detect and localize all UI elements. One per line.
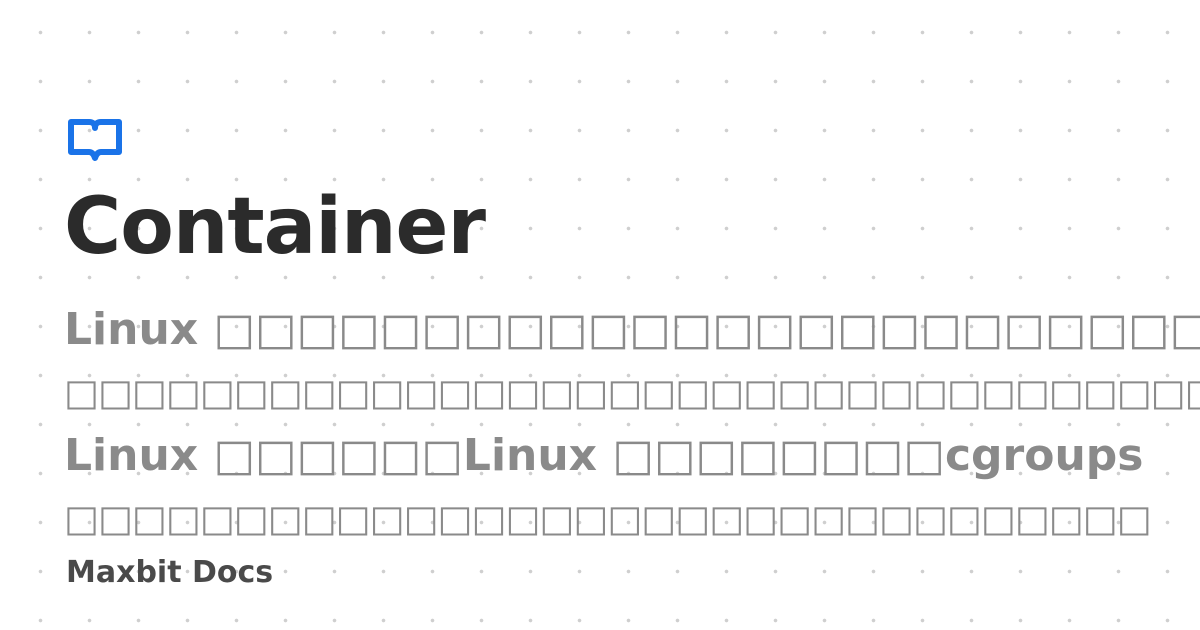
description-line: □□□□□□□□□□□□□□□□□□□□□□□□□□□□□□□□□□□□□□□□…: [64, 371, 1200, 414]
page-title: Container: [64, 182, 486, 272]
site-name: Maxbit Docs: [66, 555, 274, 590]
description-line: Linux □□□□□□□□□□□□□□□□□□□□□□□□□□□□□□□Lin…: [64, 304, 1200, 355]
description-line: □□□□□□□□□□□□□□□□□□□□□□□□□□□□□□□□: [64, 497, 1152, 540]
description-line: Linux □□□□□□Linux □□□□□□□□cgroups: [64, 430, 1144, 481]
open-book-icon: [68, 118, 122, 162]
description: Linux □□□□□□□□□□□□□□□□□□□□□□□□□□□□□□□Lin…: [64, 298, 1200, 550]
